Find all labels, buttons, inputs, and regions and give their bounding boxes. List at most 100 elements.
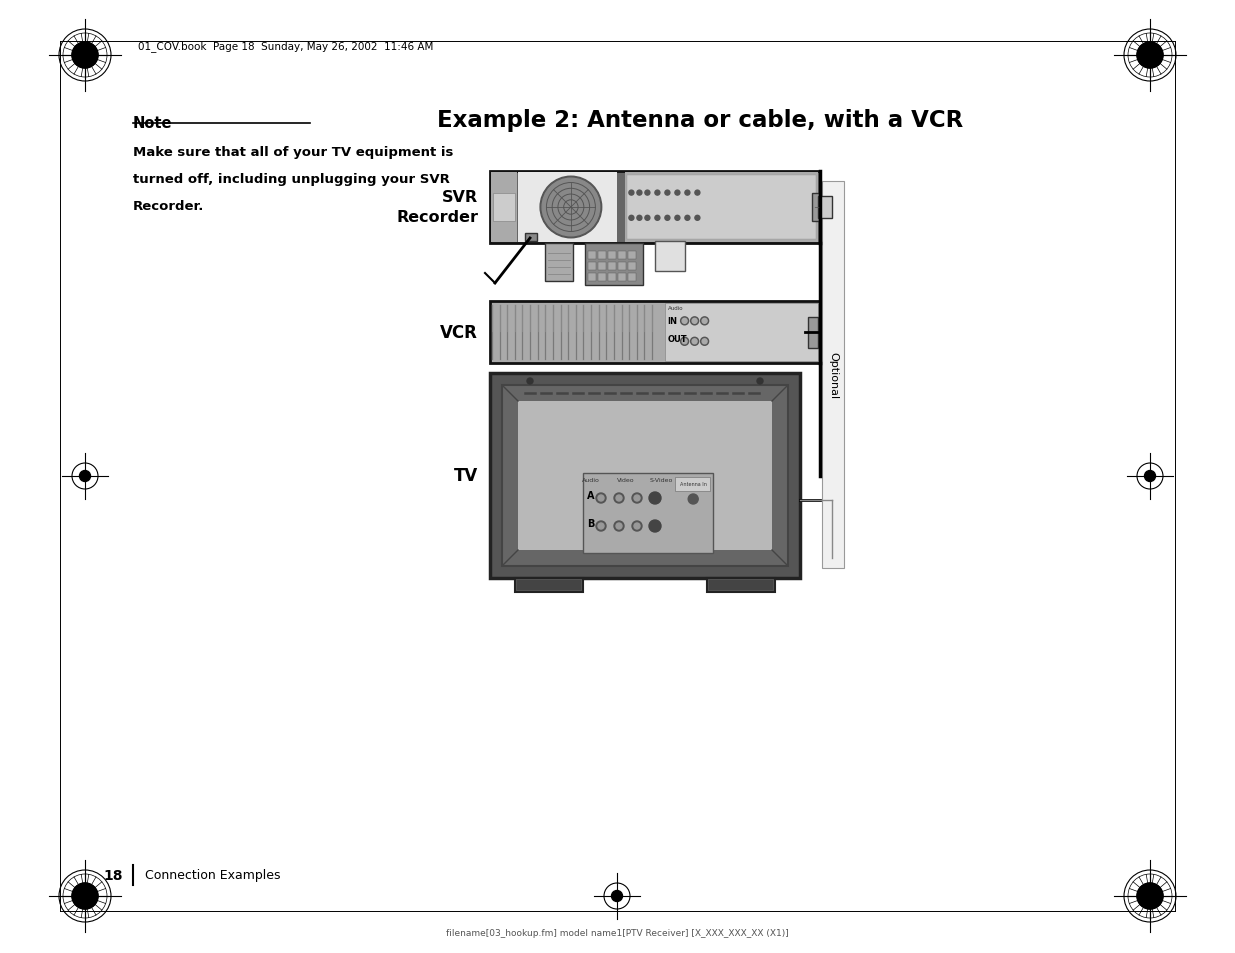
Text: Recorder: Recorder [396,211,478,225]
Circle shape [685,191,690,196]
Bar [583,474,713,554]
Circle shape [637,191,642,196]
Text: B: B [587,518,594,529]
Circle shape [616,523,622,530]
Circle shape [79,471,90,482]
Circle shape [690,317,699,326]
Circle shape [655,216,659,221]
Circle shape [655,191,659,196]
Bar [629,274,636,282]
Circle shape [695,216,700,221]
Circle shape [700,338,709,346]
Bar [490,302,820,364]
Circle shape [598,496,604,501]
Circle shape [757,378,763,385]
Circle shape [79,51,90,61]
Text: turned off, including unplugging your SVR: turned off, including unplugging your SV… [133,172,450,186]
Text: TV: TV [453,467,478,485]
Bar [706,578,776,593]
Circle shape [527,378,534,385]
Bar [490,374,800,578]
Circle shape [79,890,90,902]
Text: Recorder.: Recorder. [133,200,204,213]
Circle shape [542,179,600,236]
Circle shape [597,521,606,532]
Text: ─: ─ [814,205,818,211]
Circle shape [680,317,689,326]
Text: Video: Video [618,477,635,482]
Text: 18: 18 [104,868,124,882]
Bar [588,263,597,271]
Circle shape [1145,51,1156,61]
Circle shape [690,338,699,346]
Bar [598,263,606,271]
Bar [808,317,818,348]
Text: IN: IN [668,316,678,325]
Circle shape [692,339,697,344]
Bar [618,263,626,271]
Circle shape [1137,43,1163,69]
Circle shape [650,493,661,504]
Bar [618,274,626,282]
Bar [585,244,643,286]
Circle shape [1145,471,1156,482]
Circle shape [674,216,680,221]
Bar [608,252,616,260]
Circle shape [614,494,624,503]
Bar [598,274,606,282]
Circle shape [688,495,698,504]
Bar [627,175,816,240]
Circle shape [680,338,689,346]
Text: Antenna In: Antenna In [679,482,706,487]
Circle shape [632,494,642,503]
Bar [655,242,685,272]
Circle shape [1137,883,1163,909]
Bar [501,386,788,566]
Circle shape [703,339,708,344]
Bar [598,252,606,260]
Circle shape [629,191,634,196]
Circle shape [1145,890,1156,902]
Bar [629,263,636,271]
Bar [676,477,710,492]
Bar [545,244,573,282]
Bar [525,233,537,242]
Bar [519,172,618,243]
Text: Connection Examples: Connection Examples [144,868,280,882]
Circle shape [692,319,697,324]
Bar [515,578,583,593]
Text: Audio: Audio [582,477,600,482]
Text: Optional: Optional [827,352,839,398]
Circle shape [645,191,650,196]
Bar [517,401,772,551]
Circle shape [597,494,606,503]
Circle shape [540,177,601,238]
Bar [588,252,597,260]
Circle shape [700,317,709,326]
Text: Example 2: Antenna or cable, with a VCR: Example 2: Antenna or cable, with a VCR [437,109,963,132]
Bar [608,263,616,271]
Bar [516,580,580,590]
Circle shape [682,319,687,324]
Bar [492,172,517,243]
Bar [709,580,773,590]
Circle shape [616,496,622,501]
Circle shape [637,216,642,221]
Bar [629,252,636,260]
Circle shape [703,319,708,324]
Bar [588,274,597,282]
Circle shape [645,216,650,221]
Bar [625,172,818,243]
Circle shape [634,523,640,530]
Bar [823,182,844,568]
Text: filename[03_hookup.fm] model name1[PTV Receiver] [X_XXX_XXX_XX (X1)]: filename[03_hookup.fm] model name1[PTV R… [446,928,788,938]
Text: 01_COV.book  Page 18  Sunday, May 26, 2002  11:46 AM: 01_COV.book Page 18 Sunday, May 26, 2002… [138,42,433,52]
Bar [811,193,819,222]
Circle shape [682,339,687,344]
Circle shape [598,523,604,530]
Circle shape [611,890,622,902]
Circle shape [674,191,680,196]
Text: Note: Note [133,116,173,131]
Bar [493,193,515,222]
Text: OUT: OUT [668,335,687,344]
